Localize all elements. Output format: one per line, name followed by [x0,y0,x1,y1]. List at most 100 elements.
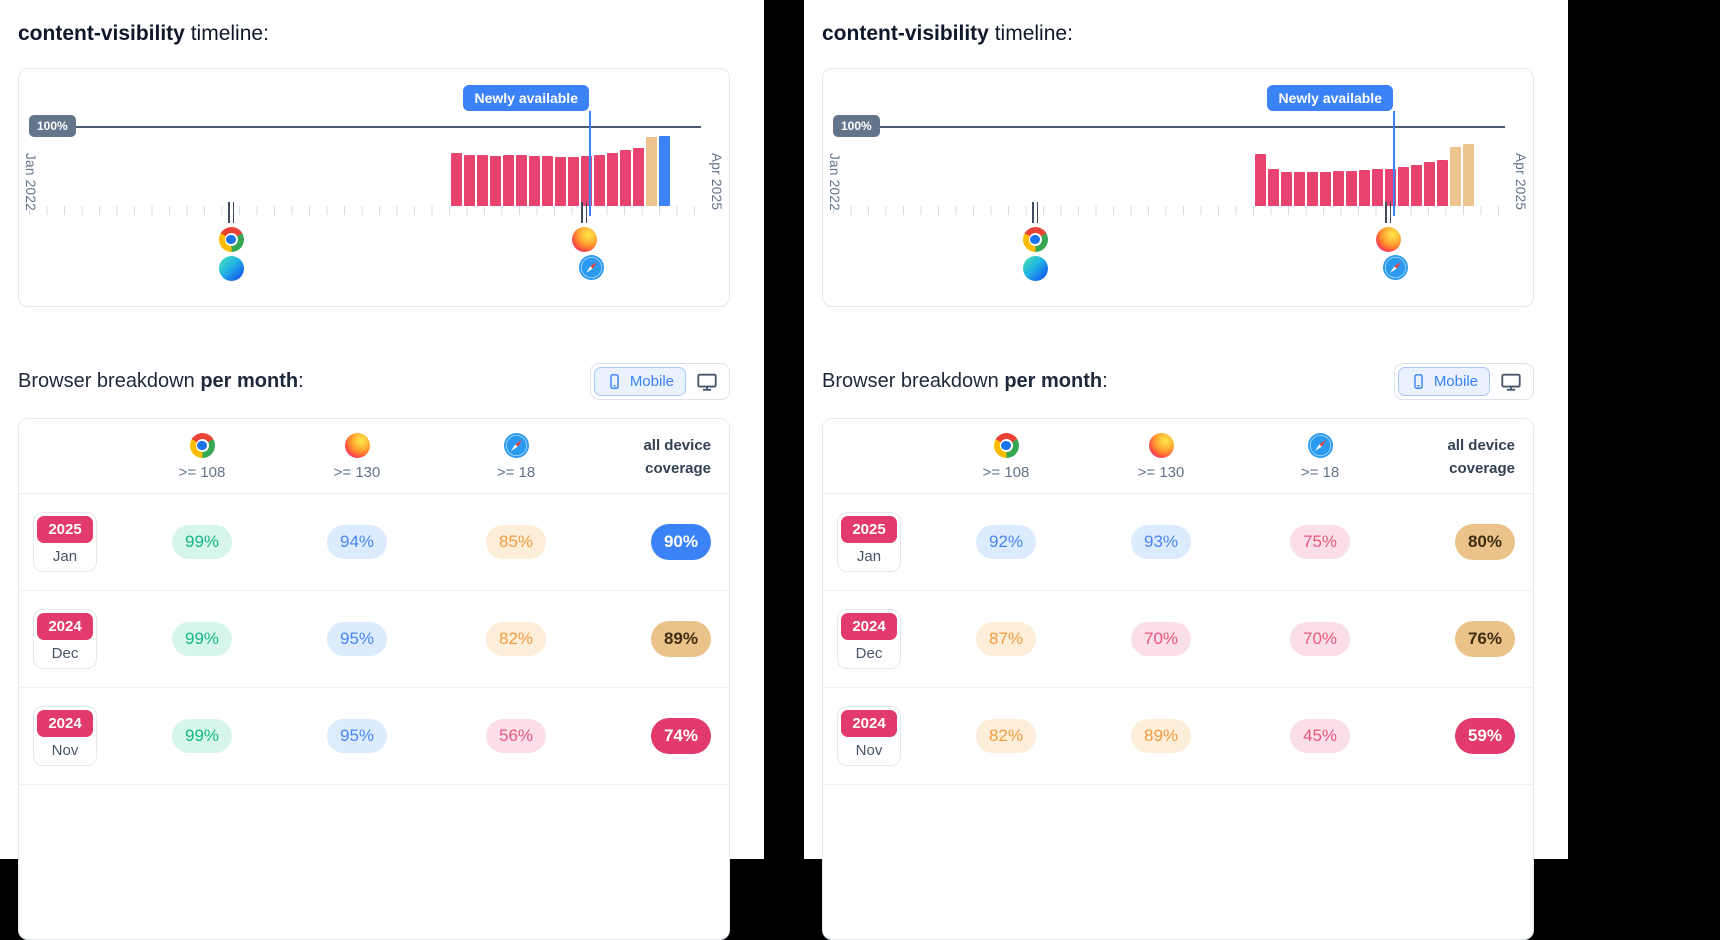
timeline-bar [1346,171,1357,206]
timeline-bar [464,155,475,206]
feature-name: content-visibility [822,22,989,45]
year-badge: 2025 [841,516,897,543]
coverage-value: 87% [975,622,1037,656]
coverage-value: 93% [1130,525,1192,559]
year-badge: 2024 [37,710,93,737]
breakdown-table: >= 108 >= 130 >= 18 all device [18,418,730,940]
timeline-title-rest: timeline: [190,22,269,45]
timeline-axis-ticks [29,206,711,215]
timeline-bar [477,155,488,206]
date-badge: 2024 Dec [837,609,901,669]
date-badge: 2024 Nov [837,706,901,766]
timeline-title-rest: timeline: [994,22,1073,45]
timeline-bar [1411,165,1422,206]
month-label: Jan [52,548,78,565]
mobile-toggle-option[interactable]: Mobile [1397,367,1490,396]
coverage-value: 82% [975,719,1037,753]
newly-available-badge: Newly available [463,85,589,111]
firefox-safari-release-marker [571,202,604,280]
mobile-toggle-label: Mobile [629,373,674,390]
all-device-coverage-header: all device coverage [1447,436,1515,477]
hundred-percent-line [31,126,701,128]
chrome-edge-release-marker [218,202,244,281]
newly-available-marker-line [1393,111,1395,216]
safari-icon [1307,433,1333,458]
firefox-icon [1375,227,1401,252]
date-badge: 2025 Jan [837,512,901,572]
timeline-bar [568,157,579,206]
timeline-end-label: Apr 2025 [709,153,724,211]
timeline-bar [1255,154,1266,206]
coverage-value: 94% [326,525,388,559]
newly-available-marker-line [589,111,591,216]
firefox-safari-release-marker [1375,202,1408,280]
coverage-value: 70% [1130,622,1192,656]
timeline-card: 100% Newly available Jan 2022 Apr 2025 [18,68,730,307]
mobile-phone-icon [610,374,619,389]
chrome-icon [993,433,1019,458]
coverage-value: 82% [485,622,547,656]
table-row: 2025 Jan 92% 93% 75% 80% [823,494,1533,591]
month-label: Nov [855,742,883,759]
edge-icon [1022,256,1048,281]
table-body: 2025 Jan 92% 93% 75% 80% 2024 Dec 87% 70% 70% 76% 20… [823,494,1533,785]
coverage-value: 76% [1454,621,1515,657]
coverage-value: 59% [1454,718,1515,754]
timeline-title: content-visibility timeline: [18,20,730,48]
coverage-value: 89% [650,621,711,657]
release-marker-lines [581,202,587,223]
chrome-version: >= 108 [982,464,1030,481]
table-row: 2024 Nov 82% 89% 45% 59% [823,688,1533,785]
coverage-value: 95% [326,719,388,753]
desktop-monitor-icon [1501,373,1521,391]
coverage-value: 45% [1289,719,1351,753]
mobile-toggle-label: Mobile [1433,373,1478,390]
timeline-bar [555,157,566,206]
device-toggle[interactable]: Mobile [1393,363,1534,400]
coverage-value: 70% [1289,622,1351,656]
feature-name: content-visibility [18,22,185,45]
release-marker-lines [1385,202,1391,223]
table-row: 2024 Nov 99% 95% 56% 74% [19,688,729,785]
hundred-percent-badge: 100% [29,115,76,137]
timeline-bar [451,153,462,206]
month-label: Nov [51,742,79,759]
coverage-value: 95% [326,622,388,656]
date-badge: 2024 Dec [33,609,97,669]
timeline-bars [451,128,673,206]
timeline-bar [1398,167,1409,206]
timeline-start-label: Jan 2022 [23,153,38,211]
table-row: 2024 Dec 99% 95% 82% 89% [19,591,729,688]
firefox-version: >= 130 [333,464,381,481]
mobile-toggle-option[interactable]: Mobile [593,367,686,396]
timeline-bar [1307,172,1318,206]
desktop-toggle-option[interactable] [1492,369,1530,395]
date-badge: 2025 Jan [33,512,97,572]
safari-icon [1382,255,1408,280]
panel-right: content-visibility timeline: 100% Newly … [804,0,1568,940]
timeline-bar [581,156,592,206]
timeline-bar [646,137,657,206]
device-toggle[interactable]: Mobile [589,363,730,400]
table-header: >= 108 >= 130 >= 18 all device [823,419,1533,494]
timeline-bar [516,155,527,206]
coverage-value: 99% [171,525,233,559]
table-row: 2024 Dec 87% 70% 70% 76% [823,591,1533,688]
breakdown-title: Browser breakdown per month: [822,370,1108,392]
edge-icon [218,256,244,281]
timeline-bar [1424,162,1435,206]
coverage-value: 80% [1454,524,1515,560]
table-header: >= 108 >= 130 >= 18 all device [19,419,729,494]
timeline-bar [1463,144,1474,206]
coverage-value: 56% [485,719,547,753]
safari-icon [578,255,604,280]
mobile-phone-icon [1414,374,1423,389]
timeline-bar [503,155,514,206]
desktop-toggle-option[interactable] [688,369,726,395]
timeline-bar [1333,171,1344,206]
timeline-bar [659,136,670,206]
year-badge: 2025 [37,516,93,543]
timeline-bars [1255,128,1477,206]
coverage-value: 90% [650,524,711,560]
breakdown-title: Browser breakdown per month: [18,370,304,392]
